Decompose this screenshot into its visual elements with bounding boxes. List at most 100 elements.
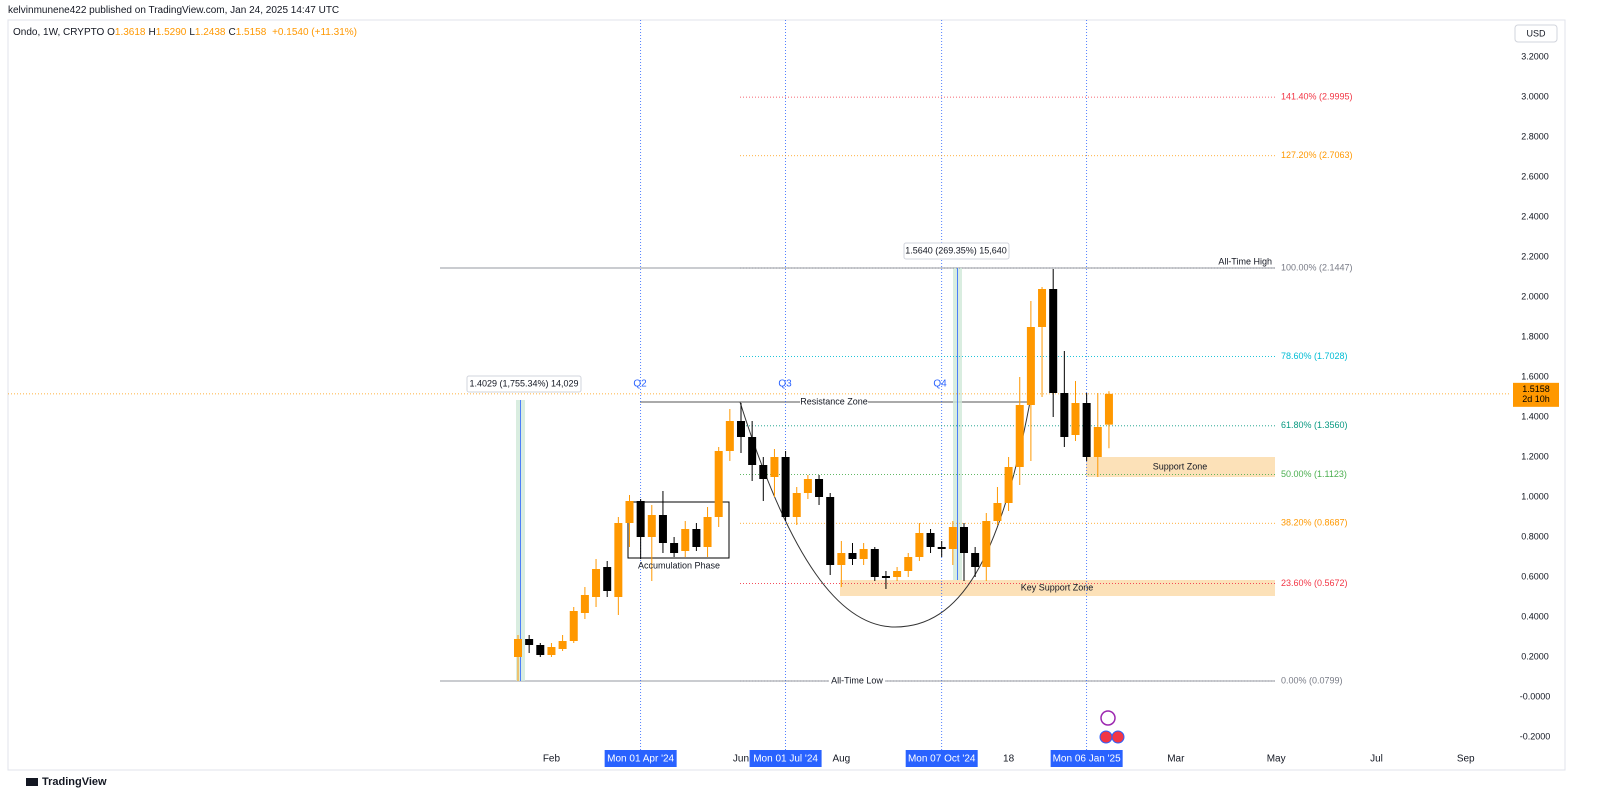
candle-body	[770, 457, 779, 477]
candle-body	[826, 497, 835, 565]
x-tick-label: Jul	[1370, 754, 1383, 765]
x-tick-label: Feb	[543, 754, 561, 765]
candle-body	[870, 549, 879, 577]
date-tag	[905, 750, 978, 767]
change: +0.1540 (+11.31%)	[272, 27, 357, 38]
quarter-label: Q4	[933, 379, 947, 390]
event-icon[interactable]	[1111, 730, 1125, 744]
price-tag-value: 1.5158	[1522, 384, 1550, 394]
candle-body	[915, 533, 924, 557]
candle-body	[513, 639, 522, 657]
candle-body	[647, 515, 656, 537]
candle-body	[848, 553, 857, 559]
fib-label: 78.60% (1.7028)	[1281, 351, 1348, 361]
x-tick-label: Mon 07 Oct '24	[908, 754, 976, 765]
candle-body	[759, 465, 768, 479]
candle-body	[725, 421, 734, 451]
price-tag-countdown: 2d 10h	[1522, 394, 1550, 404]
symbol-legend: Ondo, 1W, CRYPTO O1.3618 H1.5290 L1.2438 C1…	[13, 27, 357, 38]
date-tag	[604, 750, 677, 767]
candle-body	[881, 576, 890, 578]
atl-label: All-Time Low	[831, 675, 883, 685]
candle-body	[893, 571, 902, 577]
candle-body	[803, 479, 812, 493]
candle-body	[547, 647, 556, 655]
currency: USD	[1526, 28, 1546, 38]
candle-body	[1049, 289, 1058, 393]
candle-body	[558, 641, 567, 649]
ohlc-value: 1.3618	[114, 27, 146, 38]
candle-body	[603, 567, 612, 591]
candle-body	[658, 515, 667, 543]
chart-frame	[7, 19, 1566, 771]
y-tick-label: 2.6000	[1521, 171, 1549, 181]
accumulation-label: Accumulation Phase	[638, 560, 720, 570]
fib-label: 23.60% (0.5672)	[1281, 578, 1348, 588]
candle-body	[703, 517, 712, 547]
candle-body	[792, 493, 801, 517]
candle-body	[926, 533, 935, 547]
resistance-label: Resistance Zone	[800, 396, 868, 406]
quarter-label: Q2	[633, 379, 647, 390]
y-tick-label: 1.2000	[1521, 451, 1549, 461]
x-tick-label: Mon 01 Jul '24	[753, 754, 818, 765]
candle-body	[993, 503, 1002, 521]
measure-box	[466, 375, 582, 393]
ath-label: All-Time High	[1218, 256, 1272, 266]
candle-body	[681, 529, 690, 551]
y-tick-label: 0.4000	[1521, 611, 1549, 621]
label-bg	[829, 675, 885, 687]
cup-curve	[739, 401, 1031, 628]
candle-body	[982, 521, 991, 567]
candle-body	[536, 645, 545, 655]
x-tick-label: Jun	[733, 754, 749, 765]
x-tick-label: Mon 01 Apr '24	[607, 754, 674, 765]
measure-label: 1.5640 (269.35%) 15,640	[905, 245, 1007, 255]
candle-body	[904, 557, 913, 571]
candle-body	[1093, 427, 1102, 457]
candle-body	[815, 479, 824, 497]
x-tick-label: Mar	[1167, 754, 1185, 765]
y-tick-label: 1.4000	[1521, 411, 1549, 421]
quarter-label: Q3	[778, 379, 792, 390]
fib-label: 61.80% (1.3560)	[1281, 420, 1348, 430]
candle-body	[948, 527, 957, 549]
measure-label: 1.4029 (1,755.34%) 14,029	[469, 378, 578, 388]
label-bg	[800, 396, 868, 408]
candle-body	[636, 501, 645, 537]
fib-label: 50.00% (1.1123)	[1281, 469, 1347, 479]
candle-body	[1082, 403, 1091, 457]
support-zone	[1086, 457, 1275, 477]
candle-body	[1026, 327, 1035, 405]
candle-body	[781, 457, 790, 517]
candle-body	[614, 523, 623, 597]
measure-box	[903, 242, 1010, 260]
logo-text: TradingView	[42, 776, 107, 788]
ohlc-key: L	[189, 27, 195, 38]
candle-body	[1015, 405, 1024, 467]
candle-body	[859, 549, 868, 559]
candle-body	[1004, 467, 1013, 503]
candle-body	[959, 527, 968, 553]
event-icon[interactable]	[1099, 730, 1113, 744]
x-tick-label: Sep	[1457, 754, 1475, 765]
ohlc-key: O	[107, 27, 115, 38]
price-tag	[1513, 382, 1559, 407]
candle-body	[1060, 393, 1069, 437]
currency-box	[1514, 24, 1558, 43]
y-tick-label: -0.2000	[1520, 731, 1551, 741]
key-support-zone	[840, 580, 1275, 596]
plot-layer	[8, 20, 1510, 750]
candle-body	[736, 421, 745, 437]
candle-body	[1038, 289, 1047, 327]
event-icon[interactable]	[1100, 710, 1116, 726]
candle-body	[1071, 403, 1080, 435]
candle-body	[525, 639, 534, 645]
x-tick-label: 18	[1003, 754, 1015, 765]
y-tick-label: -0.0000	[1520, 691, 1551, 701]
candle-body	[580, 595, 589, 613]
y-tick-label: 0.2000	[1521, 651, 1549, 661]
y-tick-label: 2.2000	[1521, 251, 1549, 261]
